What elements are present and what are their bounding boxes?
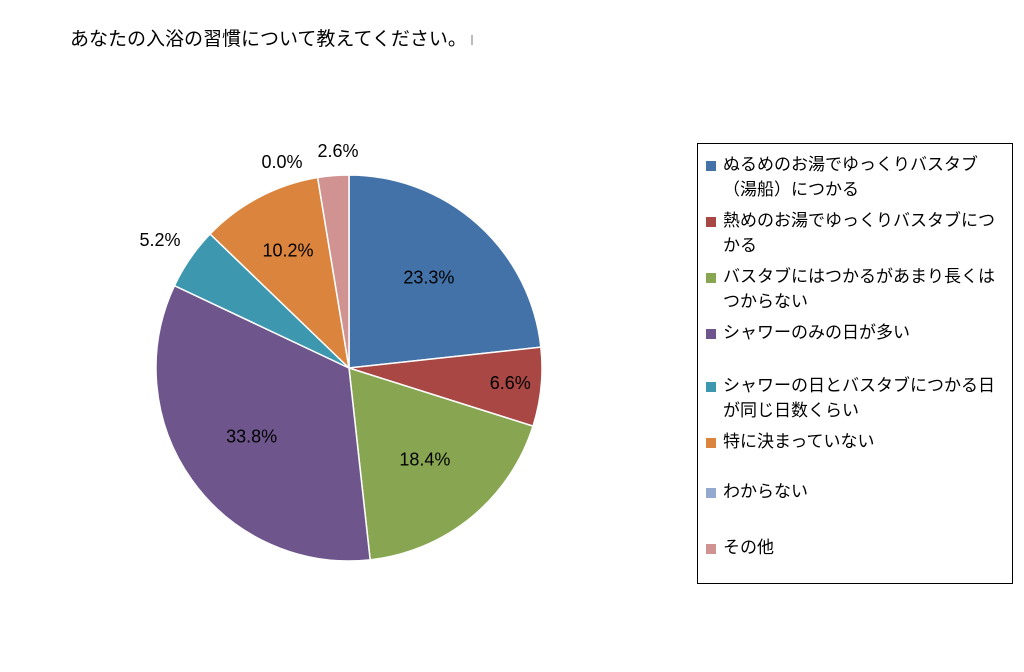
legend-swatch-1 (706, 161, 716, 171)
title-tail-mark (470, 34, 473, 45)
slice-1-label: 23.3% (403, 268, 454, 288)
legend-label-2: 熱めのお湯でゆっくりバスタブにつかる (723, 211, 995, 256)
legend: ぬるめのお湯でゆっくりバスタブ（湯船）につかる 熱めのお湯でゆっくりバスタブにつか… (697, 143, 1013, 584)
legend-label-6: 特に決まっていない (723, 432, 875, 452)
slice-8 (316, 174, 350, 369)
legend-swatch-2 (706, 217, 716, 227)
legend-swatch-4 (706, 329, 716, 339)
legend-item-7: わからない (706, 480, 1006, 505)
slice-6-label: 10.2% (262, 241, 313, 261)
legend-label-7: わからない (723, 482, 808, 502)
slice-4 (155, 284, 371, 562)
legend-item-3: バスタブにはつかるがあまり長くはつからない (706, 265, 1006, 315)
legend-swatch-7 (706, 488, 716, 498)
legend-swatch-3 (706, 273, 716, 283)
slice-6 (209, 176, 351, 371)
legend-swatch-8 (706, 544, 716, 554)
slice-4-label: 33.8% (226, 426, 277, 446)
legend-label-8: その他 (723, 538, 774, 558)
legend-item-5: シャワーの日とバスタブにつかる日が同じ日数くらい (706, 374, 1006, 424)
legend-label-1: ぬるめのお湯でゆっくりバスタブ（湯船）につかる (723, 155, 978, 200)
slice-1 (348, 174, 542, 369)
legend-swatch-6 (706, 438, 716, 448)
legend-item-4: シャワーのみの日が多い (706, 321, 1006, 346)
legend-label-4: シャワーのみの日が多い (723, 323, 910, 343)
slice-3 (348, 366, 534, 561)
legend-label-5: シャワーの日とバスタブにつかる日が同じ日数くらい (723, 376, 995, 421)
slice-3-label: 18.4% (399, 449, 450, 469)
chart-title-text: あなたの入浴の習慣について教えてください。 (70, 28, 467, 50)
slice-7-label: 0.0% (261, 152, 302, 172)
legend-item-1: ぬるめのお湯でゆっくりバスタブ（湯船）につかる (706, 153, 1006, 203)
chart-title: あなたの入浴の習慣について教えてください。 (70, 24, 473, 51)
legend-item-8: その他 (706, 536, 1006, 561)
legend-swatch-5 (706, 382, 716, 392)
legend-label-3: バスタブにはつかるがあまり長くはつからない (723, 267, 995, 312)
slice-2-label: 6.6% (490, 373, 531, 393)
legend-item-6: 特に決まっていない (706, 430, 1006, 455)
slice-8-label: 2.6% (317, 141, 358, 161)
legend-item-2: 熱めのお湯でゆっくりバスタブにつかる (706, 209, 1006, 259)
slice-5-label: 5.2% (139, 230, 180, 250)
